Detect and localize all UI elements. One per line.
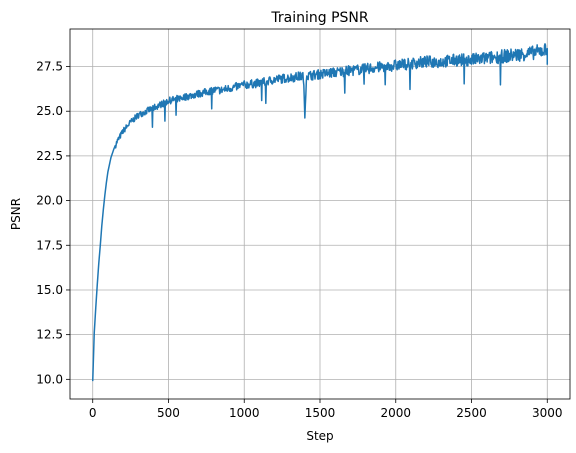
x-tick-label: 3000: [532, 406, 563, 420]
psnr-series-line: [91, 43, 549, 382]
y-axis-label: PSNR: [9, 198, 23, 230]
y-tick-label: 10.0: [36, 372, 63, 386]
series-group: [91, 43, 549, 382]
y-tick-label: 12.5: [36, 328, 63, 342]
x-tick-label: 1000: [229, 406, 260, 420]
y-tick-label: 22.5: [36, 149, 63, 163]
x-tick-label: 2000: [380, 406, 411, 420]
grid: [70, 29, 570, 399]
x-tick-label: 1500: [305, 406, 336, 420]
x-tick-label: 2500: [456, 406, 487, 420]
y-tick-label: 20.0: [36, 194, 63, 208]
x-axis-ticks: 0 500 1000 1500 2000 2500 3000: [89, 399, 563, 420]
chart-title: Training PSNR: [270, 10, 368, 26]
y-tick-label: 17.5: [36, 238, 63, 252]
x-tick-label: 500: [157, 406, 180, 420]
x-tick-label: 0: [89, 406, 97, 420]
y-tick-label: 25.0: [36, 104, 63, 118]
x-axis-label: Step: [306, 429, 333, 443]
y-tick-label: 15.0: [36, 283, 63, 297]
y-tick-label: 27.5: [36, 60, 63, 74]
y-axis-ticks: 10.0 12.5 15.0 17.5 20.0 22.5 25.0 27.5: [36, 60, 70, 386]
